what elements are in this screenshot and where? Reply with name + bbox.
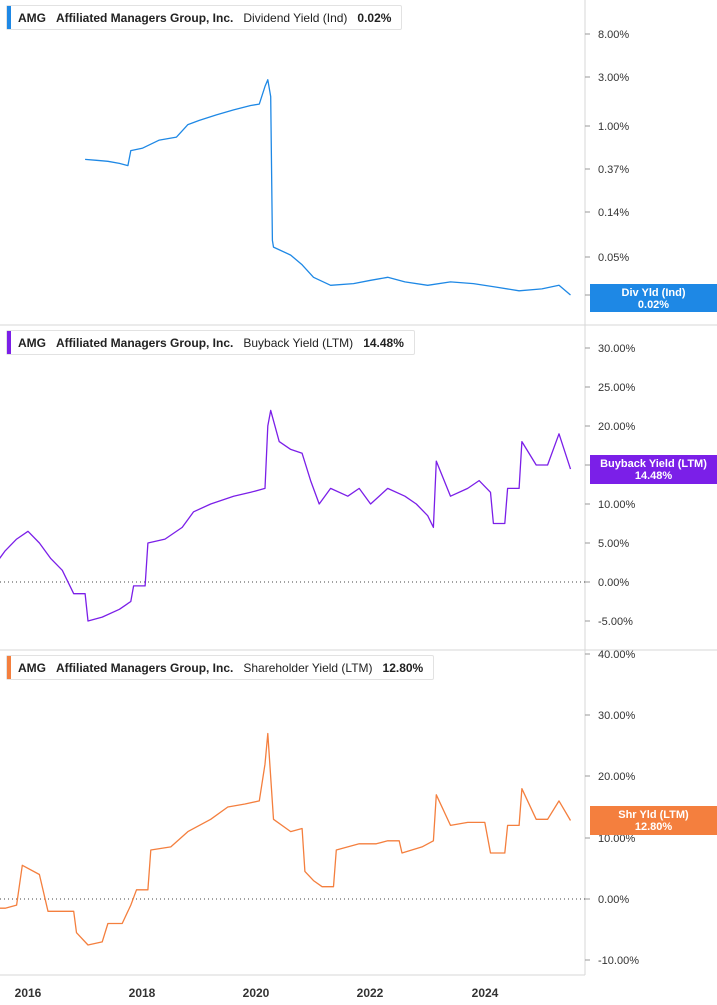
y-tick-label: 1.00% [598,121,629,133]
series-color-swatch [7,656,11,679]
legend-ticker: AMG [18,10,46,25]
legend-ticker: AMG [18,660,46,675]
badge-value: 12.80% [634,821,673,833]
badge-value: 0.02% [637,299,670,311]
y-tick-label: 10.00% [598,833,636,845]
legend-value: 0.02% [357,10,392,25]
x-tick-label: 2024 [472,986,499,1000]
y-tick-label: 40.00% [598,649,636,661]
y-tick-label: 30.00% [598,343,636,355]
series-color-swatch [7,6,11,29]
series-line-buyback [0,409,572,622]
badge-value: 14.48% [634,470,673,482]
y-tick-label: 20.00% [598,421,636,433]
legend-ticker: AMG [18,335,46,350]
badge-label: Shr Yld (LTM) [618,809,689,821]
y-tick-label: 10.00% [598,499,636,511]
x-tick-label: 2016 [15,986,42,1000]
x-tick-label: 2020 [243,986,270,1000]
y-tick-label: -10.00% [598,955,639,967]
current-value-badge-shareholder: Shr Yld (LTM) 12.80% [590,806,717,835]
legend-company: Affiliated Managers Group, Inc. [56,660,234,675]
y-tick-label: 5.00% [598,538,629,550]
current-value-badge-buyback: Buyback Yield (LTM) 14.48% [590,455,717,484]
y-tick-label: 0.14% [598,207,629,219]
legend-dividend-yield[interactable]: AMG Affiliated Managers Group, Inc. Divi… [6,5,403,30]
y-tick-label: 20.00% [598,771,636,783]
x-tick-label: 2018 [129,986,156,1000]
legend-value: 14.48% [363,335,404,350]
legend-value: 12.80% [382,660,424,675]
legend-shareholder-yield[interactable]: AMG Affiliated Managers Group, Inc. Shar… [6,655,435,680]
legend-buyback-yield[interactable]: AMG Affiliated Managers Group, Inc. Buyb… [6,330,415,355]
series-line-shareholder [0,732,572,946]
y-tick-label: 0.37% [598,164,629,176]
y-tick-label: 0.00% [598,577,629,589]
legend-metric: Shareholder Yield (LTM) [243,660,373,675]
current-value-badge-dividend: Div Yld (Ind) 0.02% [590,284,717,312]
y-tick-label: 0.05% [598,252,629,264]
legend-metric: Dividend Yield (Ind) [243,10,348,25]
y-tick-label: 30.00% [598,710,636,722]
badge-label: Div Yld (Ind) [621,287,686,299]
legend-metric: Buyback Yield (LTM) [243,335,354,350]
y-tick-label: 8.00% [598,29,629,41]
y-tick-label: 0.00% [598,894,629,906]
badge-label: Buyback Yield (LTM) [600,458,707,470]
x-tick-label: 2022 [357,986,384,1000]
series-line-dividend [85,79,571,296]
legend-company: Affiliated Managers Group, Inc. [56,10,234,25]
y-tick-label: 3.00% [598,72,629,84]
legend-company: Affiliated Managers Group, Inc. [56,335,234,350]
y-tick-label: 25.00% [598,382,636,394]
y-tick-label: -5.00% [598,616,633,628]
series-color-swatch [7,331,11,354]
